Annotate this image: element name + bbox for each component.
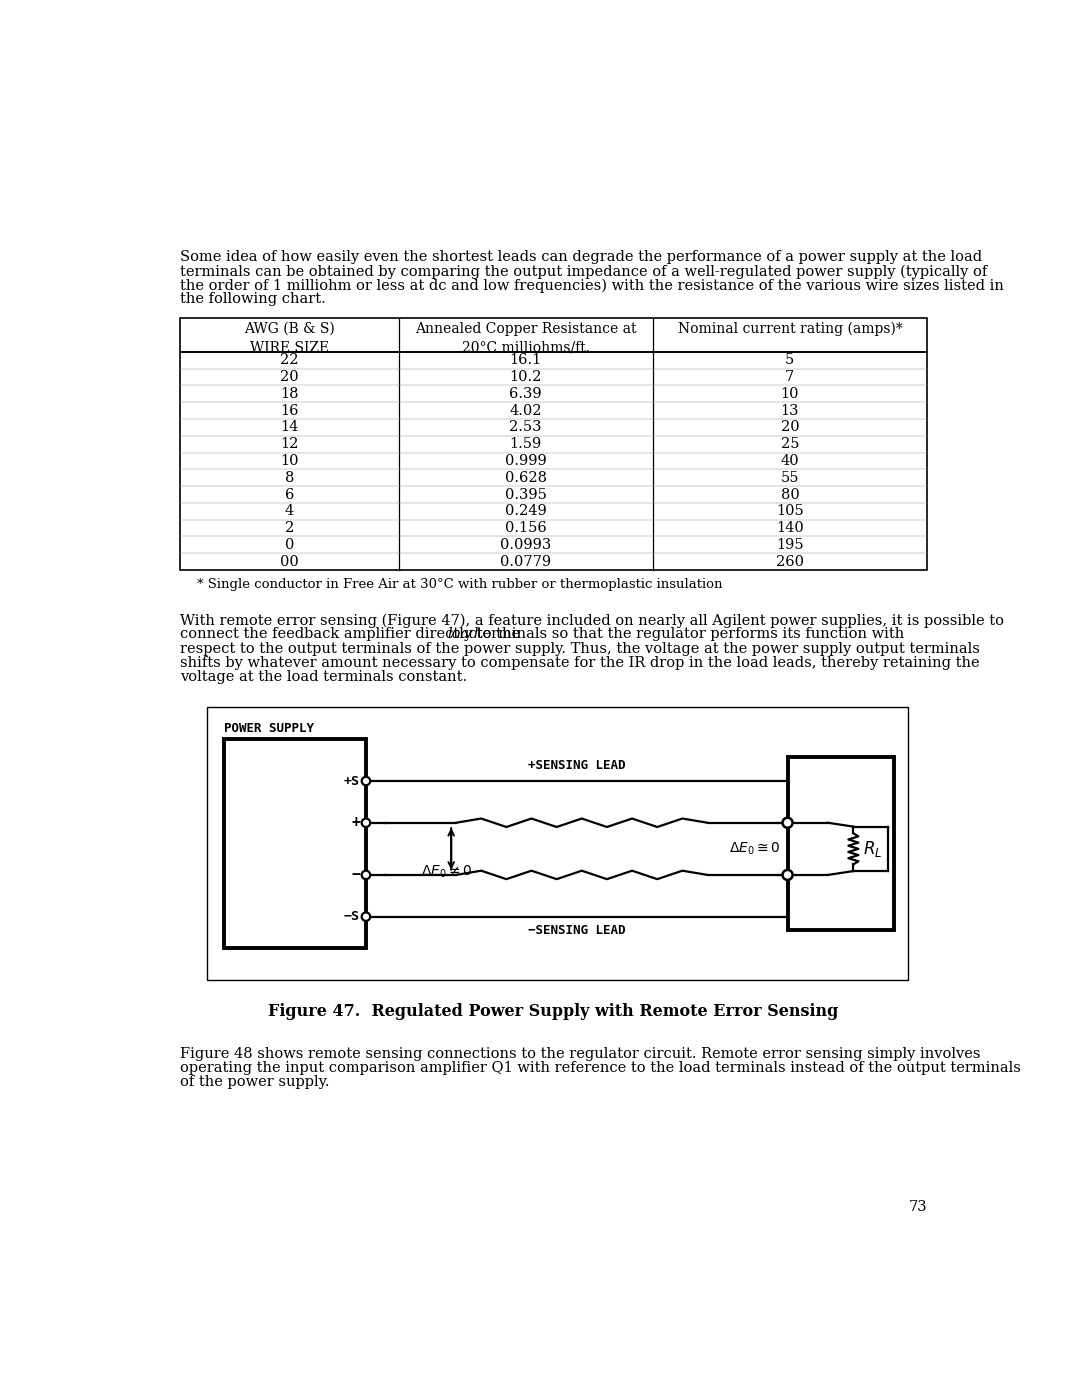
Text: 4: 4 (285, 504, 294, 518)
Text: 1.59: 1.59 (510, 437, 542, 451)
Bar (180, 319, 927, 570)
Text: 0.628: 0.628 (504, 471, 546, 485)
Text: 6.39: 6.39 (510, 387, 542, 401)
Text: 2: 2 (285, 521, 294, 535)
Text: 10: 10 (781, 387, 799, 401)
Text: terminals can be obtained by comparing the output impedance of a well-regulated : terminals can be obtained by comparing t… (180, 264, 987, 278)
Text: 0.249: 0.249 (504, 504, 546, 518)
Text: 18: 18 (280, 387, 298, 401)
Text: 5: 5 (785, 353, 795, 367)
Text: 73: 73 (908, 1200, 927, 1214)
Text: 8: 8 (284, 471, 294, 485)
Text: 20: 20 (280, 370, 298, 384)
Text: +SENSING LEAD: +SENSING LEAD (528, 759, 625, 771)
Text: 0.999: 0.999 (504, 454, 546, 468)
Text: 7: 7 (785, 370, 795, 384)
Circle shape (362, 870, 370, 879)
Text: 0.156: 0.156 (504, 521, 546, 535)
Text: 14: 14 (280, 420, 298, 434)
Text: 0: 0 (284, 538, 294, 552)
Text: 0.0779: 0.0779 (500, 555, 551, 569)
Circle shape (362, 777, 370, 785)
Text: Some idea of how easily even the shortest leads can degrade the performance of a: Some idea of how easily even the shortes… (180, 250, 982, 264)
Text: $\Delta E_0 \neq 0$: $\Delta E_0 \neq 0$ (421, 863, 473, 880)
Text: 20: 20 (781, 420, 799, 434)
Bar (207, 707, 907, 981)
Text: 0.0993: 0.0993 (500, 538, 551, 552)
Text: of the power supply.: of the power supply. (180, 1074, 329, 1088)
Text: POWER SUPPLY: POWER SUPPLY (225, 722, 314, 735)
Circle shape (783, 817, 793, 828)
Text: 00: 00 (280, 555, 298, 569)
Text: Figure 47.  Regulated Power Supply with Remote Error Sensing: Figure 47. Regulated Power Supply with R… (268, 1003, 839, 1020)
Text: 80: 80 (781, 488, 799, 502)
Text: 10: 10 (280, 454, 298, 468)
Text: 105: 105 (777, 504, 804, 518)
Circle shape (783, 870, 793, 880)
Text: 2.53: 2.53 (510, 420, 542, 434)
Text: −SENSING LEAD: −SENSING LEAD (528, 925, 625, 937)
Text: 40: 40 (781, 454, 799, 468)
Text: 6: 6 (284, 488, 294, 502)
Text: 195: 195 (777, 538, 804, 552)
Text: load: load (447, 627, 478, 641)
Text: 16: 16 (280, 404, 298, 418)
Text: 12: 12 (280, 437, 298, 451)
Text: 55: 55 (781, 471, 799, 485)
Text: shifts by whatever amount necessary to compensate for the IR drop in the load le: shifts by whatever amount necessary to c… (180, 655, 980, 669)
Bar (787, 757, 894, 930)
Text: 13: 13 (781, 404, 799, 418)
Text: Nominal current rating (amps)*: Nominal current rating (amps)* (677, 321, 902, 337)
Text: 0.395: 0.395 (504, 488, 546, 502)
Text: operating the input comparison amplifier Q1 with reference to the load terminals: operating the input comparison amplifier… (180, 1060, 1021, 1074)
Circle shape (362, 912, 370, 921)
Text: terminals so that the regulator performs its function with: terminals so that the regulator performs… (472, 627, 904, 641)
Text: 16.1: 16.1 (510, 353, 542, 367)
Text: respect to the output terminals of the power supply. Thus, the voltage at the po: respect to the output terminals of the p… (180, 641, 980, 655)
Text: connect the feedback amplifier directly to the: connect the feedback amplifier directly … (180, 627, 525, 641)
Text: −S: −S (343, 911, 360, 923)
Text: −: − (351, 868, 360, 883)
Text: +: + (351, 816, 360, 830)
Text: Annealed Copper Resistance at
20°C milliohms/ft.: Annealed Copper Resistance at 20°C milli… (415, 321, 636, 355)
Bar (225, 739, 366, 949)
Text: 4.02: 4.02 (510, 404, 542, 418)
Text: voltage at the load terminals constant.: voltage at the load terminals constant. (180, 669, 467, 683)
Text: 140: 140 (777, 521, 804, 535)
Text: 25: 25 (781, 437, 799, 451)
Circle shape (362, 819, 370, 827)
Text: Figure 48 shows remote sensing connections to the regulator circuit. Remote erro: Figure 48 shows remote sensing connectio… (180, 1046, 981, 1060)
Text: +S: +S (343, 774, 360, 788)
Text: the following chart.: the following chart. (180, 292, 326, 306)
Text: the order of 1 milliohm or less at dc and low frequencies) with the resistance o: the order of 1 milliohm or less at dc an… (180, 278, 1003, 292)
Text: $\Delta E_0 \cong 0$: $\Delta E_0 \cong 0$ (729, 841, 781, 856)
Text: With remote error sensing (Figure 47), a feature included on nearly all Agilent : With remote error sensing (Figure 47), a… (180, 613, 1004, 627)
Text: 10.2: 10.2 (510, 370, 542, 384)
Text: * Single conductor in Free Air at 30°C with rubber or thermoplastic insulation: * Single conductor in Free Air at 30°C w… (197, 578, 723, 591)
Text: 260: 260 (775, 555, 804, 569)
Text: AWG (B & S)
WIRE SIZE: AWG (B & S) WIRE SIZE (244, 321, 335, 355)
Text: $R_L$: $R_L$ (863, 838, 882, 859)
Text: 22: 22 (280, 353, 298, 367)
